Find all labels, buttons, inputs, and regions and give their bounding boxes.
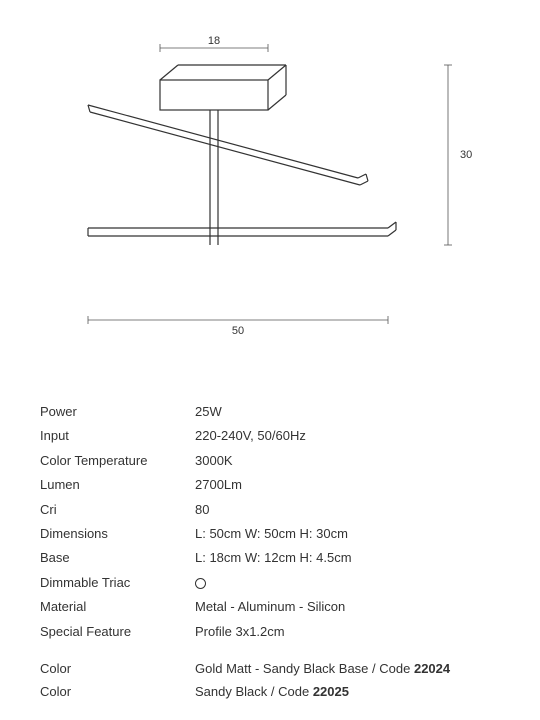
spec-value: [195, 571, 500, 594]
dim-top-label: 18: [208, 35, 220, 47]
variant-color-name: Gold Matt - Sandy Black Base: [195, 661, 368, 676]
dim-bottom: 50: [88, 316, 388, 337]
dimmable-icon: [195, 578, 206, 589]
spec-value: 25W: [195, 400, 500, 423]
spec-row: DimensionsL: 50cm W: 50cm H: 30cm: [40, 522, 500, 545]
variant-color-label: Color: [40, 657, 195, 680]
spec-label: Power: [40, 400, 195, 423]
variant-code-label: Code: [379, 661, 410, 676]
spec-label: Input: [40, 424, 195, 447]
upper-arm: [88, 105, 368, 185]
variant-row: ColorSandy Black / Code 22025: [40, 680, 500, 703]
spec-row: Cri80: [40, 498, 500, 521]
spec-label: Special Feature: [40, 620, 195, 643]
variant-value: Sandy Black / Code 22025: [195, 680, 500, 703]
spec-value: 220-240V, 50/60Hz: [195, 424, 500, 447]
specs-table: Power25WInput220-240V, 50/60HzColor Temp…: [40, 400, 500, 643]
spec-row: Input220-240V, 50/60Hz: [40, 424, 500, 447]
spec-value: Profile 3x1.2cm: [195, 620, 500, 643]
spec-label: Dimmable Triac: [40, 571, 195, 594]
dim-right-label: 30: [460, 149, 472, 161]
spec-value: L: 18cm W: 12cm H: 4.5cm: [195, 546, 500, 569]
spec-label: Base: [40, 546, 195, 569]
vertical-rod: [210, 110, 218, 245]
spec-row: Power25W: [40, 400, 500, 423]
variants-section: ColorGold Matt - Sandy Black Base / Code…: [40, 657, 500, 704]
spec-row: BaseL: 18cm W: 12cm H: 4.5cm: [40, 546, 500, 569]
spec-value: 80: [195, 498, 500, 521]
spec-value: 3000K: [195, 449, 500, 472]
spec-row: Color Temperature3000K: [40, 449, 500, 472]
spec-row: MaterialMetal - Aluminum - Silicon: [40, 595, 500, 618]
technical-diagram: 18 30 50: [40, 30, 500, 370]
spec-label: Color Temperature: [40, 449, 195, 472]
spec-label: Lumen: [40, 473, 195, 496]
variant-color-label: Color: [40, 680, 195, 703]
variant-code-label: Code: [278, 684, 309, 699]
spec-value: L: 50cm W: 50cm H: 30cm: [195, 522, 500, 545]
lower-arm: [88, 222, 396, 236]
spec-label: Dimensions: [40, 522, 195, 545]
spec-row: Special FeatureProfile 3x1.2cm: [40, 620, 500, 643]
dim-right: 30: [444, 65, 472, 245]
spec-value: 2700Lm: [195, 473, 500, 496]
dim-bottom-label: 50: [232, 325, 244, 337]
spec-row: Lumen2700Lm: [40, 473, 500, 496]
spec-row: Dimmable Triac: [40, 571, 500, 594]
mount-box: [160, 65, 286, 110]
variant-color-name: Sandy Black: [195, 684, 267, 699]
variant-code: 22024: [414, 661, 450, 676]
spec-label: Material: [40, 595, 195, 618]
variant-row: ColorGold Matt - Sandy Black Base / Code…: [40, 657, 500, 680]
spec-value: Metal - Aluminum - Silicon: [195, 595, 500, 618]
dim-top: 18: [160, 35, 268, 52]
spec-label: Cri: [40, 498, 195, 521]
variant-code: 22025: [313, 684, 349, 699]
variant-value: Gold Matt - Sandy Black Base / Code 2202…: [195, 657, 500, 680]
